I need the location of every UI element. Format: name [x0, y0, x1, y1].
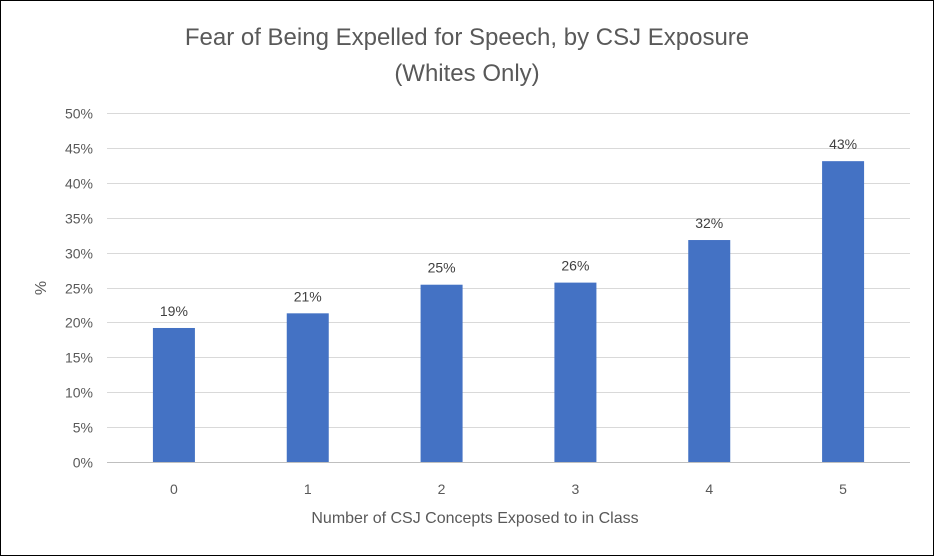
y-tick-label: 25% [65, 281, 93, 297]
bar [554, 282, 597, 462]
data-label: 21% [294, 288, 322, 304]
data-label: 26% [561, 258, 589, 274]
y-axis-ticks: 0% 5% 10% 15% 20% 25% 30% 35% 40% 45% 50% [65, 106, 93, 471]
bar [420, 284, 463, 462]
x-tick-label: 0 [170, 481, 178, 497]
data-labels: 19% 21% 25% 26% 32% 43% [160, 136, 857, 319]
y-axis-title: % [33, 281, 50, 295]
bar [822, 161, 865, 463]
x-tick-label: 5 [839, 481, 847, 497]
data-label: 25% [428, 260, 456, 276]
y-tick-label: 10% [65, 385, 93, 401]
bar [286, 313, 329, 462]
x-axis-ticks: 0 1 2 3 4 5 [170, 481, 847, 497]
x-axis-title: Number of CSJ Concepts Exposed to in Cla… [311, 510, 638, 527]
bar [152, 327, 195, 462]
y-tick-label: 0% [73, 455, 93, 471]
x-tick-label: 2 [438, 481, 446, 497]
x-tick-label: 4 [705, 481, 713, 497]
y-tick-label: 35% [65, 211, 93, 227]
x-tick-label: 3 [572, 481, 580, 497]
chart-subtitle: (Whites Only) [394, 60, 539, 87]
y-tick-label: 30% [65, 246, 93, 262]
data-label: 32% [695, 215, 723, 231]
data-label: 43% [829, 136, 857, 152]
chart-title: Fear of Being Expelled for Speech, by CS… [185, 24, 749, 51]
data-label: 19% [160, 303, 188, 319]
x-tick-label: 1 [304, 481, 312, 497]
y-tick-label: 50% [65, 106, 93, 122]
y-tick-label: 20% [65, 315, 93, 331]
bar [688, 240, 731, 462]
y-tick-label: 15% [65, 350, 93, 366]
gridlines [107, 113, 910, 463]
y-tick-label: 5% [73, 420, 93, 436]
y-tick-label: 45% [65, 141, 93, 157]
y-tick-label: 40% [65, 176, 93, 192]
bars [152, 161, 865, 463]
